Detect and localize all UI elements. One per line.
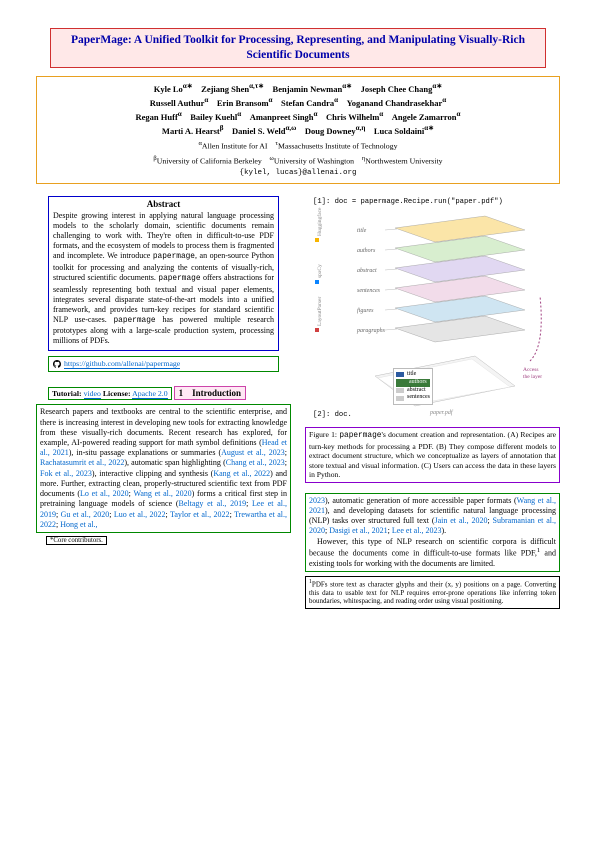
paper-title: PaperMage: A Unified Toolkit for Process… — [59, 33, 537, 63]
section-1-heading: 1 Introduction — [174, 386, 246, 400]
svg-text:title: title — [357, 228, 367, 234]
affiliations-2: βUniversity of California Berkeley ωUniv… — [43, 154, 553, 167]
github-link-box: https://github.com/allenai/papermage — [48, 356, 279, 372]
svg-text:paper.pdf: paper.pdf — [429, 409, 454, 416]
figure-1: [1]: doc = papermage.Recipe.run("paper.p… — [305, 196, 560, 421]
abstract-heading: Abstract — [53, 199, 274, 209]
contact-email: {kylel, lucas}@allenai.org — [43, 168, 553, 179]
abstract-text: Despite growing interest in applying nat… — [53, 211, 274, 346]
paper-title-box: PaperMage: A Unified Toolkit for Process… — [50, 28, 546, 68]
svg-text:figures: figures — [357, 307, 374, 314]
tutorial-label: Tutorial: — [52, 389, 82, 398]
svg-text:the layer: the layer — [523, 374, 542, 380]
tutorial-link[interactable]: video — [84, 389, 101, 399]
github-icon — [53, 360, 61, 368]
core-contributors-note: *Core contributors. — [46, 536, 107, 545]
github-link[interactable]: https://github.com/allenai/papermage — [64, 359, 180, 369]
license-label: License: — [103, 389, 131, 398]
authors-line-1: Kyle Loα∗ Zejiang Shenα,τ∗ Benjamin Newm… — [43, 81, 553, 95]
figure-code-bottom: [2]: doc. — [313, 411, 352, 419]
right-column: [1]: doc = papermage.Recipe.run("paper.p… — [305, 196, 560, 608]
authors-box: Kyle Loα∗ Zejiang Shenα,τ∗ Benjamin Newm… — [36, 76, 560, 184]
svg-text:LayoutParser: LayoutParser — [317, 297, 323, 326]
svg-text:authors: authors — [357, 248, 376, 254]
figure-code-top: [1]: doc = papermage.Recipe.run("paper.p… — [313, 198, 503, 206]
tutorial-license-box: Tutorial: video License: Apache 2.0 — [48, 387, 172, 400]
intro-paragraph-left: Research papers and textbooks are centra… — [36, 404, 291, 533]
legend-sentences: sentences — [407, 394, 430, 402]
legend-abstract: abstract — [407, 387, 426, 395]
legend-title: title — [407, 371, 416, 379]
intro-paragraph-right: 2023), automatic generation of more acce… — [305, 493, 560, 572]
svg-text:paragraphs: paragraphs — [356, 328, 386, 334]
abstract-box: Abstract Despite growing interest in app… — [48, 196, 279, 351]
legend-authors: authors — [409, 379, 427, 387]
footnote-1: 1PDFs store text as character glyphs and… — [305, 576, 560, 609]
authors-line-2: Russell Authurα Erin Bransomα Stefan Can… — [43, 95, 553, 109]
left-column: Abstract Despite growing interest in app… — [36, 196, 291, 608]
authors-line-3: Regan Huffα Bailey Kuehlα Amanpreet Sing… — [43, 109, 553, 123]
svg-text:Access: Access — [523, 367, 539, 373]
svg-text:abstract: abstract — [357, 268, 377, 274]
svg-text:Huggingface: Huggingface — [316, 207, 323, 236]
svg-text:sentences: sentences — [357, 288, 381, 294]
figure-legend: title authors abstract sentences — [393, 368, 433, 405]
license-link[interactable]: Apache 2.0 — [132, 389, 168, 399]
authors-line-4: Marti A. Hearstβ Daniel S. Weldα,ω Doug … — [43, 123, 553, 137]
affiliations-1: αAllen Institute for AI τMassachusetts I… — [43, 139, 553, 152]
figure-1-caption: Figure 1: papermage's document creation … — [305, 427, 560, 483]
svg-text:spaCy: spaCy — [317, 264, 323, 278]
